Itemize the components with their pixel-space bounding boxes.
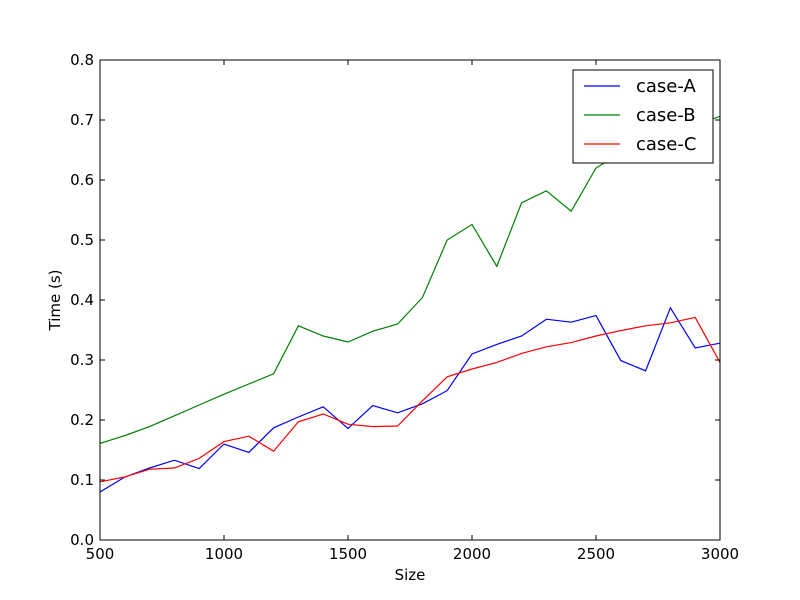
x-tick-label: 2000 [453, 545, 491, 563]
y-tick-label: 0.6 [70, 171, 94, 189]
legend-label-case-C: case-C [636, 134, 696, 155]
x-axis-label: Size [395, 566, 426, 584]
x-tick-label: 1000 [205, 545, 243, 563]
legend: case-A case-B case-C [572, 69, 714, 164]
x-tick-label: 2500 [577, 545, 615, 563]
x-tick-label: 500 [86, 545, 115, 563]
x-tick-label: 1500 [329, 545, 367, 563]
legend-label-case-B: case-B [636, 105, 696, 126]
legend-label-case-A: case-A [636, 76, 696, 97]
y-tick-label: 0.7 [70, 111, 94, 129]
y-tick-label: 0.1 [70, 471, 94, 489]
x-tick-label: 3000 [701, 545, 739, 563]
y-tick-label: 0.2 [70, 411, 94, 429]
y-tick-label: 0.5 [70, 231, 94, 249]
y-tick-label: 0.3 [70, 351, 94, 369]
series-line-case-C [100, 316, 720, 483]
y-tick-label: 0.0 [70, 531, 94, 549]
ticks-layer: 500 1000 1500 2000 2500 3000 0.0 0.1 0.2 0.3 0.4 0.… [70, 51, 739, 563]
y-axis-label: Time (s) [46, 270, 64, 332]
y-tick-label: 0.4 [70, 291, 94, 309]
series-line-case-A [100, 306, 720, 493]
y-tick-label: 0.8 [70, 51, 94, 69]
